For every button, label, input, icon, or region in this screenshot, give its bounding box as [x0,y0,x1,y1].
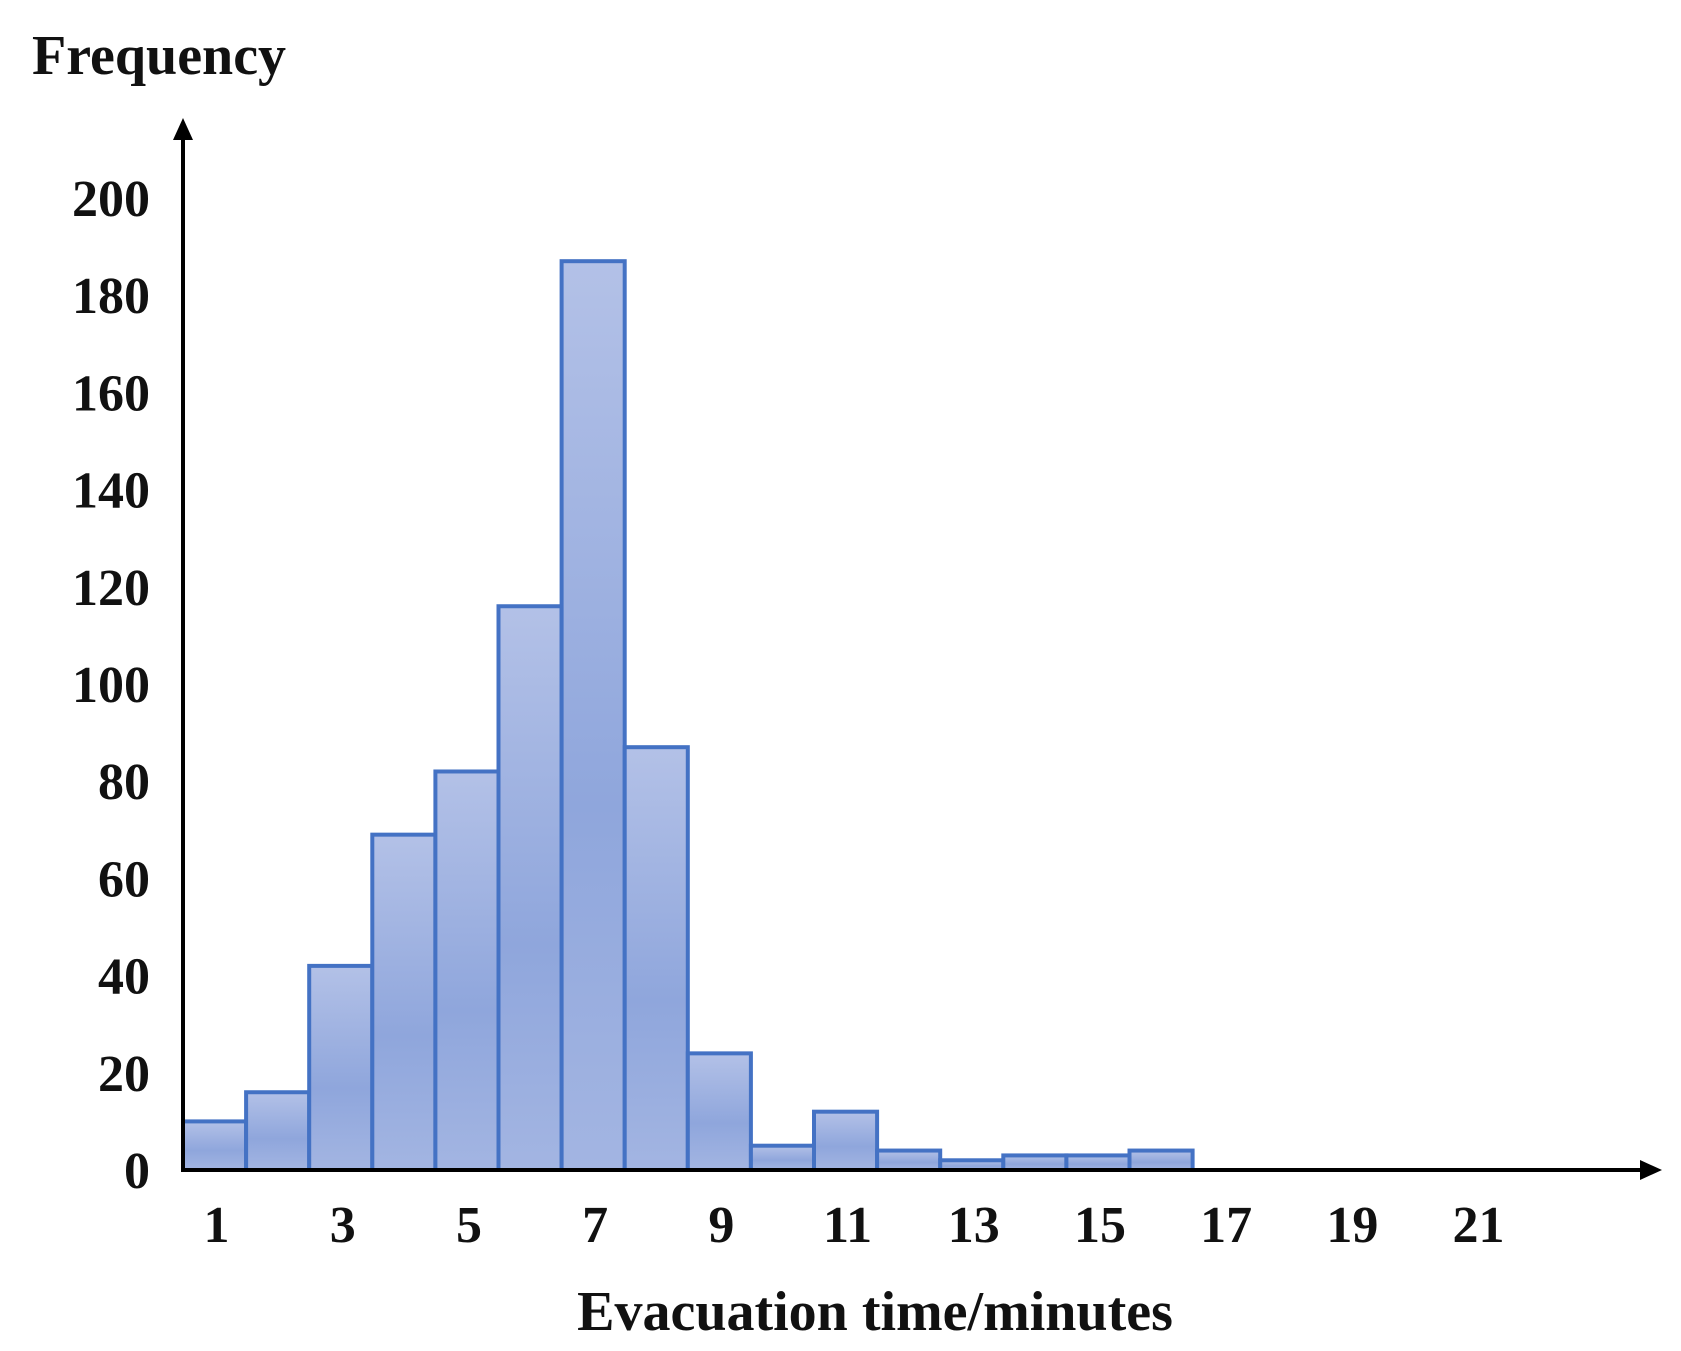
y-tick-label: 120 [72,560,150,617]
y-axis-arrow [173,118,193,140]
y-axis-label: Frequency [32,25,286,87]
histogram-bar [307,963,375,1172]
histogram-bar [685,1051,753,1172]
x-tick-label: 21 [1453,1197,1505,1254]
x-tick-label: 1 [204,1197,230,1254]
x-tick-label: 3 [330,1197,356,1254]
y-tick-labels: 0 20 40 60 80 100 120 140 160 180 200 [72,171,150,1200]
y-tick-label: 40 [98,949,150,1006]
histogram-bar [875,1148,943,1173]
x-tick-labels: 1 3 5 7 9 11 13 15 17 19 21 [204,1197,1505,1254]
y-tick-label: 0 [124,1143,150,1200]
histogram-bar [812,1109,880,1173]
x-tick-label: 19 [1326,1197,1378,1254]
histogram-bar [1064,1153,1132,1173]
y-tick-label: 100 [72,657,150,714]
histogram-bar [433,769,501,1172]
histogram-bar [1001,1153,1069,1173]
y-tick-label: 140 [72,463,150,520]
x-tick-label: 9 [708,1197,734,1254]
bars-group [181,259,1195,1173]
histogram-bar [748,1143,817,1172]
y-tick-label: 160 [72,365,150,422]
histogram-bar [496,604,564,1172]
x-tick-label: 13 [948,1197,1000,1254]
histogram-bar [622,745,690,1172]
histogram-bar [370,832,438,1172]
x-axis-arrow [1640,1160,1662,1180]
histogram-bar [559,259,627,1172]
x-tick-label: 15 [1074,1197,1126,1254]
y-tick-label: 60 [98,851,150,908]
y-tick-label: 80 [98,754,150,811]
x-tick-label: 17 [1200,1197,1252,1254]
y-tick-label: 20 [98,1046,150,1103]
y-tick-label: 200 [72,171,150,228]
histogram-bar [244,1090,312,1172]
histogram-bar [181,1119,249,1173]
x-tick-label: 7 [582,1197,608,1254]
histogram-bar [1127,1148,1195,1173]
x-axis-label: Evacuation time/minutes [577,1281,1173,1343]
x-tick-label: 5 [456,1197,482,1254]
y-tick-label: 180 [72,268,150,325]
x-tick-label: 11 [823,1197,872,1254]
